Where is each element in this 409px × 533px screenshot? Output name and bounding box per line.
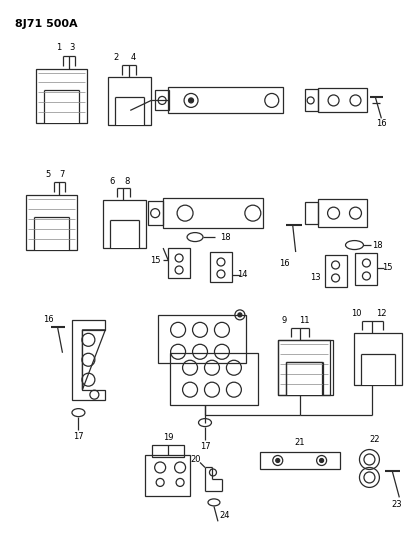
Bar (304, 90, 317, 111)
Bar (355, 253, 377, 285)
Text: 10: 10 (351, 309, 361, 318)
Bar (36, 69, 87, 123)
Text: 19: 19 (162, 433, 173, 442)
Text: 22: 22 (368, 435, 379, 444)
Bar (25, 195, 77, 250)
Bar (285, 362, 321, 394)
Text: 14: 14 (236, 270, 247, 279)
Bar (103, 200, 146, 248)
Text: 18: 18 (219, 232, 230, 241)
Text: 8J71 500A: 8J71 500A (15, 19, 77, 29)
Text: 5: 5 (45, 169, 50, 179)
Bar (43, 91, 79, 123)
Bar (209, 252, 231, 282)
Text: 12: 12 (375, 309, 386, 318)
Bar (148, 201, 163, 225)
Circle shape (319, 458, 323, 463)
Text: 23: 23 (390, 500, 401, 509)
Ellipse shape (198, 418, 211, 426)
Bar (285, 362, 323, 394)
Bar (34, 217, 69, 250)
Bar (168, 248, 190, 278)
Bar (108, 77, 151, 125)
Ellipse shape (345, 240, 362, 249)
Text: 3: 3 (70, 43, 75, 52)
Text: 6: 6 (109, 177, 115, 185)
Bar (361, 354, 396, 385)
Bar (354, 333, 401, 385)
Bar (110, 220, 140, 248)
Text: 7: 7 (58, 169, 64, 179)
Bar (259, 451, 339, 470)
Bar (317, 199, 366, 227)
Text: 8: 8 (124, 177, 130, 185)
Bar (304, 202, 317, 224)
Bar (170, 353, 257, 405)
Bar (155, 91, 169, 110)
Text: 16: 16 (43, 316, 54, 325)
Text: 24: 24 (219, 511, 229, 520)
Bar (277, 340, 332, 394)
Text: 16: 16 (375, 119, 386, 128)
Text: 20: 20 (190, 455, 201, 464)
Text: 13: 13 (310, 273, 320, 282)
Bar (324, 255, 346, 287)
Bar (168, 87, 282, 114)
Ellipse shape (72, 409, 85, 417)
Circle shape (237, 313, 241, 317)
Text: 18: 18 (371, 240, 382, 249)
Text: 4: 4 (130, 53, 135, 62)
Circle shape (188, 98, 193, 103)
Bar (317, 88, 366, 112)
Bar (115, 98, 145, 125)
Text: 9: 9 (281, 317, 285, 325)
Bar (163, 198, 262, 228)
Circle shape (275, 458, 279, 463)
Text: 11: 11 (299, 317, 309, 325)
Bar (158, 315, 245, 363)
Text: 17: 17 (199, 442, 210, 451)
Bar (145, 455, 190, 496)
Bar (152, 445, 184, 456)
Ellipse shape (207, 499, 219, 506)
Text: 1: 1 (56, 43, 61, 52)
Text: 21: 21 (294, 438, 304, 447)
Bar (277, 340, 329, 394)
Text: 16: 16 (279, 259, 289, 268)
Text: 15: 15 (150, 255, 160, 264)
Text: 15: 15 (381, 263, 392, 272)
Ellipse shape (187, 232, 202, 241)
Text: 2: 2 (113, 53, 119, 62)
Text: 17: 17 (73, 432, 83, 441)
